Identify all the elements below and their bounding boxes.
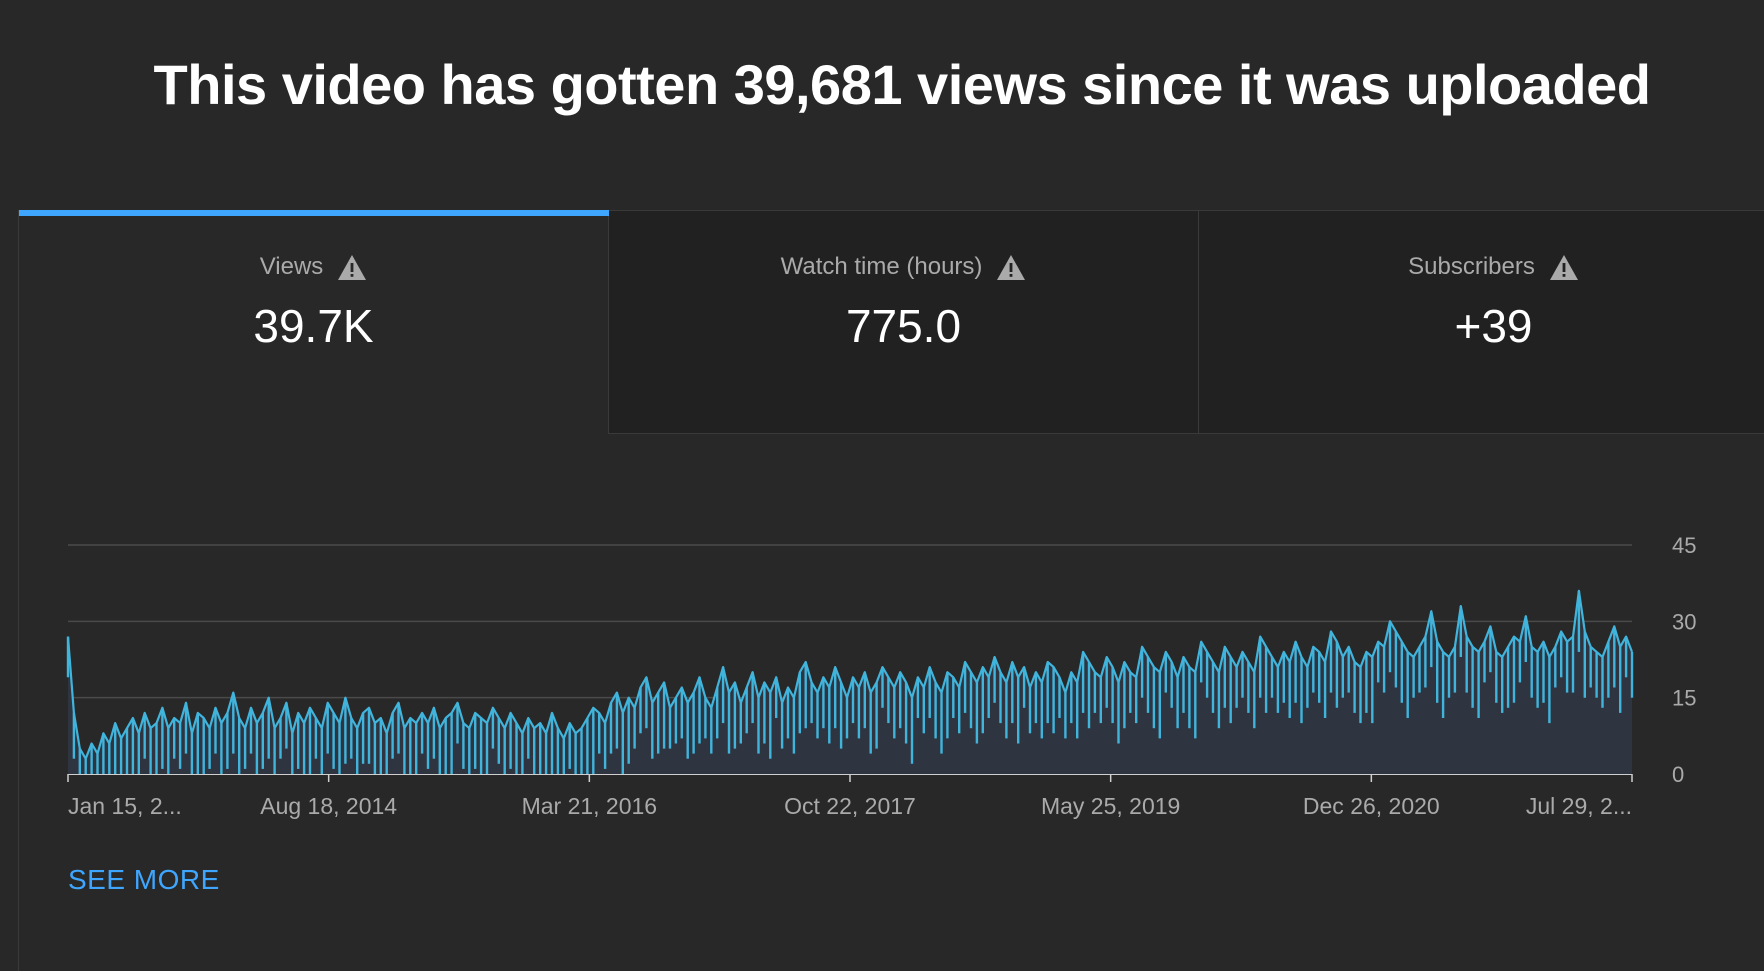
tab-subscribers-value: +39 — [1454, 300, 1533, 352]
warning-icon[interactable] — [996, 254, 1026, 281]
tab-views-value: 39.7K — [253, 300, 374, 352]
warning-icon[interactable] — [1549, 254, 1579, 281]
metric-tabs: Views 39.7K Watch time (hours) 775.0 — [19, 210, 1764, 434]
tab-watch-time-label: Watch time (hours) — [780, 253, 983, 280]
page-title: This video has gotten 39,681 views since… — [153, 53, 1651, 116]
tab-subscribers-label: Subscribers — [1408, 253, 1535, 280]
tab-watch-time-value: 775.0 — [845, 300, 962, 352]
analytics-card: Views 39.7K Watch time (hours) 775.0 — [18, 210, 1764, 971]
tab-watch-time[interactable]: Watch time (hours) 775.0 — [609, 211, 1199, 434]
see-more-link[interactable]: SEE MORE — [68, 864, 220, 895]
tab-views-label: Views — [259, 253, 324, 280]
tab-views[interactable]: Views 39.7K — [19, 210, 609, 434]
tab-subscribers[interactable]: Subscribers +39 — [1199, 211, 1764, 434]
warning-icon[interactable] — [337, 254, 367, 281]
